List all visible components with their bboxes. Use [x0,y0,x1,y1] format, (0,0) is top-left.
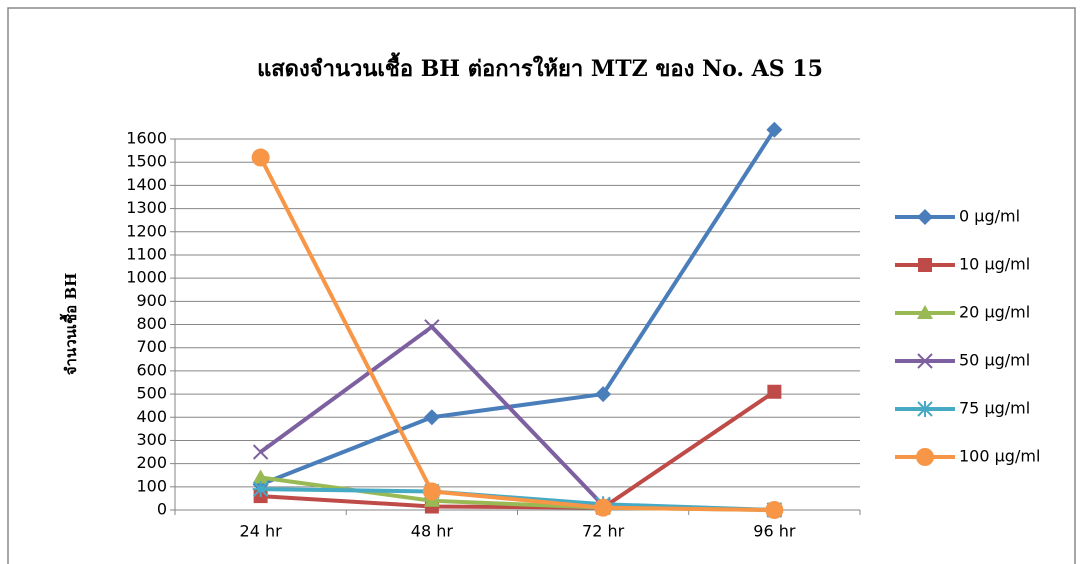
y-tick-label: 800 [136,314,167,333]
series-line [259,128,777,487]
legend-label: 100 µg/ml [959,447,1040,466]
y-axis-label: จำนวนเชื้อ BH [59,273,80,376]
marker [252,444,269,460]
chart-title: แสดงจำนวนเชื้อ BH ต่อการให้ยา MTZ ของ No… [257,52,823,82]
y-tick-label: 1400 [126,175,167,194]
marker [252,481,269,498]
y-tick-label: 600 [136,360,167,379]
marker [918,258,932,272]
marker [917,401,933,417]
marker [917,305,933,319]
legend-label: 0 µg/ml [959,207,1020,226]
y-tick-label: 300 [136,430,167,449]
x-tick-label: 48 hr [411,522,454,541]
y-tick-label: 400 [136,407,167,426]
marker [595,386,612,403]
marker [916,448,934,466]
marker [424,319,440,335]
marker [252,469,269,484]
marker [765,501,784,519]
y-tick-label: 1500 [126,152,167,171]
y-tick-label: 1300 [126,198,167,217]
marker [767,384,782,399]
legend-label: 20 µg/ml [959,303,1030,322]
marker [594,498,613,517]
y-tick-label: 1600 [126,129,167,148]
y-tick-label: 900 [136,291,167,310]
legend-label: 50 µg/ml [959,351,1030,370]
y-tick-label: 0 [157,500,167,519]
y-tick-label: 1200 [126,221,167,240]
chart-frame [7,7,1076,564]
y-tick-label: 100 [136,476,167,495]
y-tick-label: 1000 [126,268,167,287]
marker [766,121,783,138]
marker [422,482,441,501]
y-tick-label: 500 [136,384,167,403]
series-line [260,390,776,510]
y-tick-label: 1100 [126,244,167,263]
y-tick-label: 200 [136,453,167,472]
marker [423,409,440,426]
x-tick-label: 24 hr [240,522,283,541]
legend-label: 10 µg/ml [959,255,1030,274]
x-tick-label: 96 hr [753,522,796,541]
legend-label: 75 µg/ml [959,399,1030,418]
marker [917,353,933,369]
marker [251,148,270,167]
marker [917,209,933,225]
x-tick-label: 72 hr [582,522,625,541]
y-tick-label: 700 [136,337,167,356]
series-line [258,156,775,512]
